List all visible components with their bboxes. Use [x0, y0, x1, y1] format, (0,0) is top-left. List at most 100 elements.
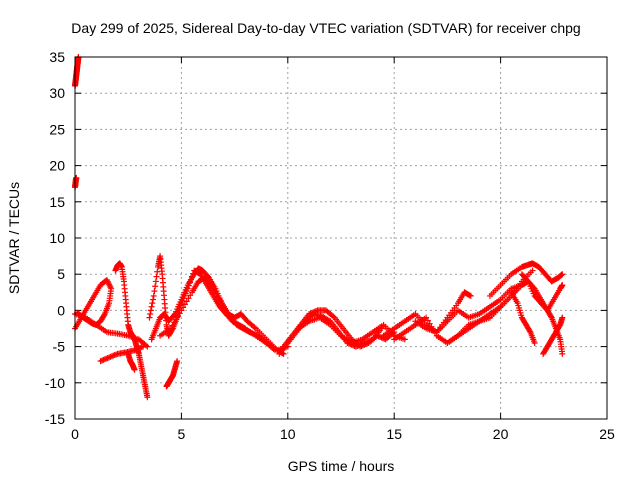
data-point [378, 323, 385, 330]
data-point [442, 317, 449, 324]
data-point [463, 326, 470, 333]
data-point [106, 297, 113, 304]
x-axis-label: GPS time / hours [288, 458, 395, 474]
data-point [527, 269, 534, 276]
data-point [314, 315, 321, 322]
data-point [178, 307, 185, 314]
y-tick-label: 5 [57, 266, 65, 282]
data-point [146, 314, 153, 321]
data-point [551, 331, 558, 338]
data-point [540, 268, 547, 275]
data-point [122, 296, 129, 303]
data-point [123, 332, 130, 339]
data-point [147, 311, 154, 318]
data-point [185, 295, 192, 302]
data-point [135, 349, 142, 356]
data-point [102, 309, 109, 316]
data-point [513, 298, 520, 305]
data-point [474, 311, 481, 318]
data-point [150, 292, 157, 299]
data-point [338, 323, 345, 330]
data-point [549, 298, 556, 305]
data-point [124, 318, 131, 325]
data-point [400, 335, 407, 342]
series-sat-i [163, 358, 181, 390]
data-point [161, 292, 168, 299]
data-point [148, 303, 155, 310]
data-point [421, 315, 428, 322]
data-point [244, 327, 251, 334]
data-point [453, 302, 460, 309]
series-sat-m [380, 282, 525, 339]
x-tick-label: 5 [178, 426, 186, 442]
series-sat-o [412, 289, 474, 336]
data-point [173, 359, 180, 366]
data-point [359, 340, 366, 347]
y-tick-label: 25 [49, 121, 65, 137]
data-point [169, 322, 176, 329]
data-point [98, 315, 105, 322]
series-sat-t [540, 314, 566, 357]
data-point [424, 317, 431, 324]
data-point [154, 268, 161, 275]
data-point [231, 319, 238, 326]
data-point [325, 320, 332, 327]
data-point [547, 313, 554, 320]
x-tick-label: 25 [599, 426, 615, 442]
data-point [558, 348, 565, 355]
data-point [523, 276, 530, 283]
data-point [141, 381, 148, 388]
data-point [558, 282, 565, 289]
data-point [530, 338, 537, 345]
data-point [410, 323, 417, 330]
data-point [83, 305, 90, 312]
data-point [150, 296, 157, 303]
data-point [170, 312, 177, 319]
chart-title: Day 299 of 2025, Sidereal Day-to-day VTE… [71, 20, 580, 36]
data-points [72, 54, 566, 401]
data-point [547, 312, 554, 319]
series-sat-p [444, 278, 566, 346]
plot-frame [74, 56, 608, 420]
data-point [556, 334, 563, 341]
series-sat-q [486, 260, 566, 299]
data-point [465, 291, 472, 298]
data-point [526, 327, 533, 334]
data-point [533, 262, 540, 269]
data-point [558, 271, 565, 278]
data-point [421, 324, 428, 331]
data-point [381, 335, 388, 342]
data-point [237, 324, 244, 331]
data-point [524, 277, 531, 284]
data-point [156, 254, 163, 261]
data-point [226, 312, 233, 319]
data-point [546, 276, 553, 283]
data-point [91, 320, 98, 327]
data-point [112, 330, 119, 337]
data-point [73, 175, 80, 182]
data-point [291, 330, 298, 337]
data-point [181, 301, 188, 308]
data-point [147, 307, 154, 314]
data-point [521, 319, 528, 326]
data-point [251, 324, 258, 331]
series-sat-r [508, 289, 538, 346]
y-tick-label: -10 [45, 375, 65, 391]
data-point [410, 312, 417, 319]
y-tick-label: -5 [53, 339, 66, 355]
data-point [174, 313, 181, 320]
data-point [139, 370, 146, 377]
data-point [506, 273, 513, 280]
data-point [330, 313, 337, 320]
data-point [466, 292, 473, 299]
y-tick-label: 0 [57, 302, 65, 318]
data-point [152, 278, 159, 285]
data-point [118, 263, 125, 270]
y-tick-label: 15 [49, 194, 65, 210]
series-sat-h [157, 274, 279, 354]
data-point [219, 301, 226, 308]
data-point [80, 314, 87, 321]
x-tick-label: 15 [386, 426, 402, 442]
data-point [555, 324, 562, 331]
